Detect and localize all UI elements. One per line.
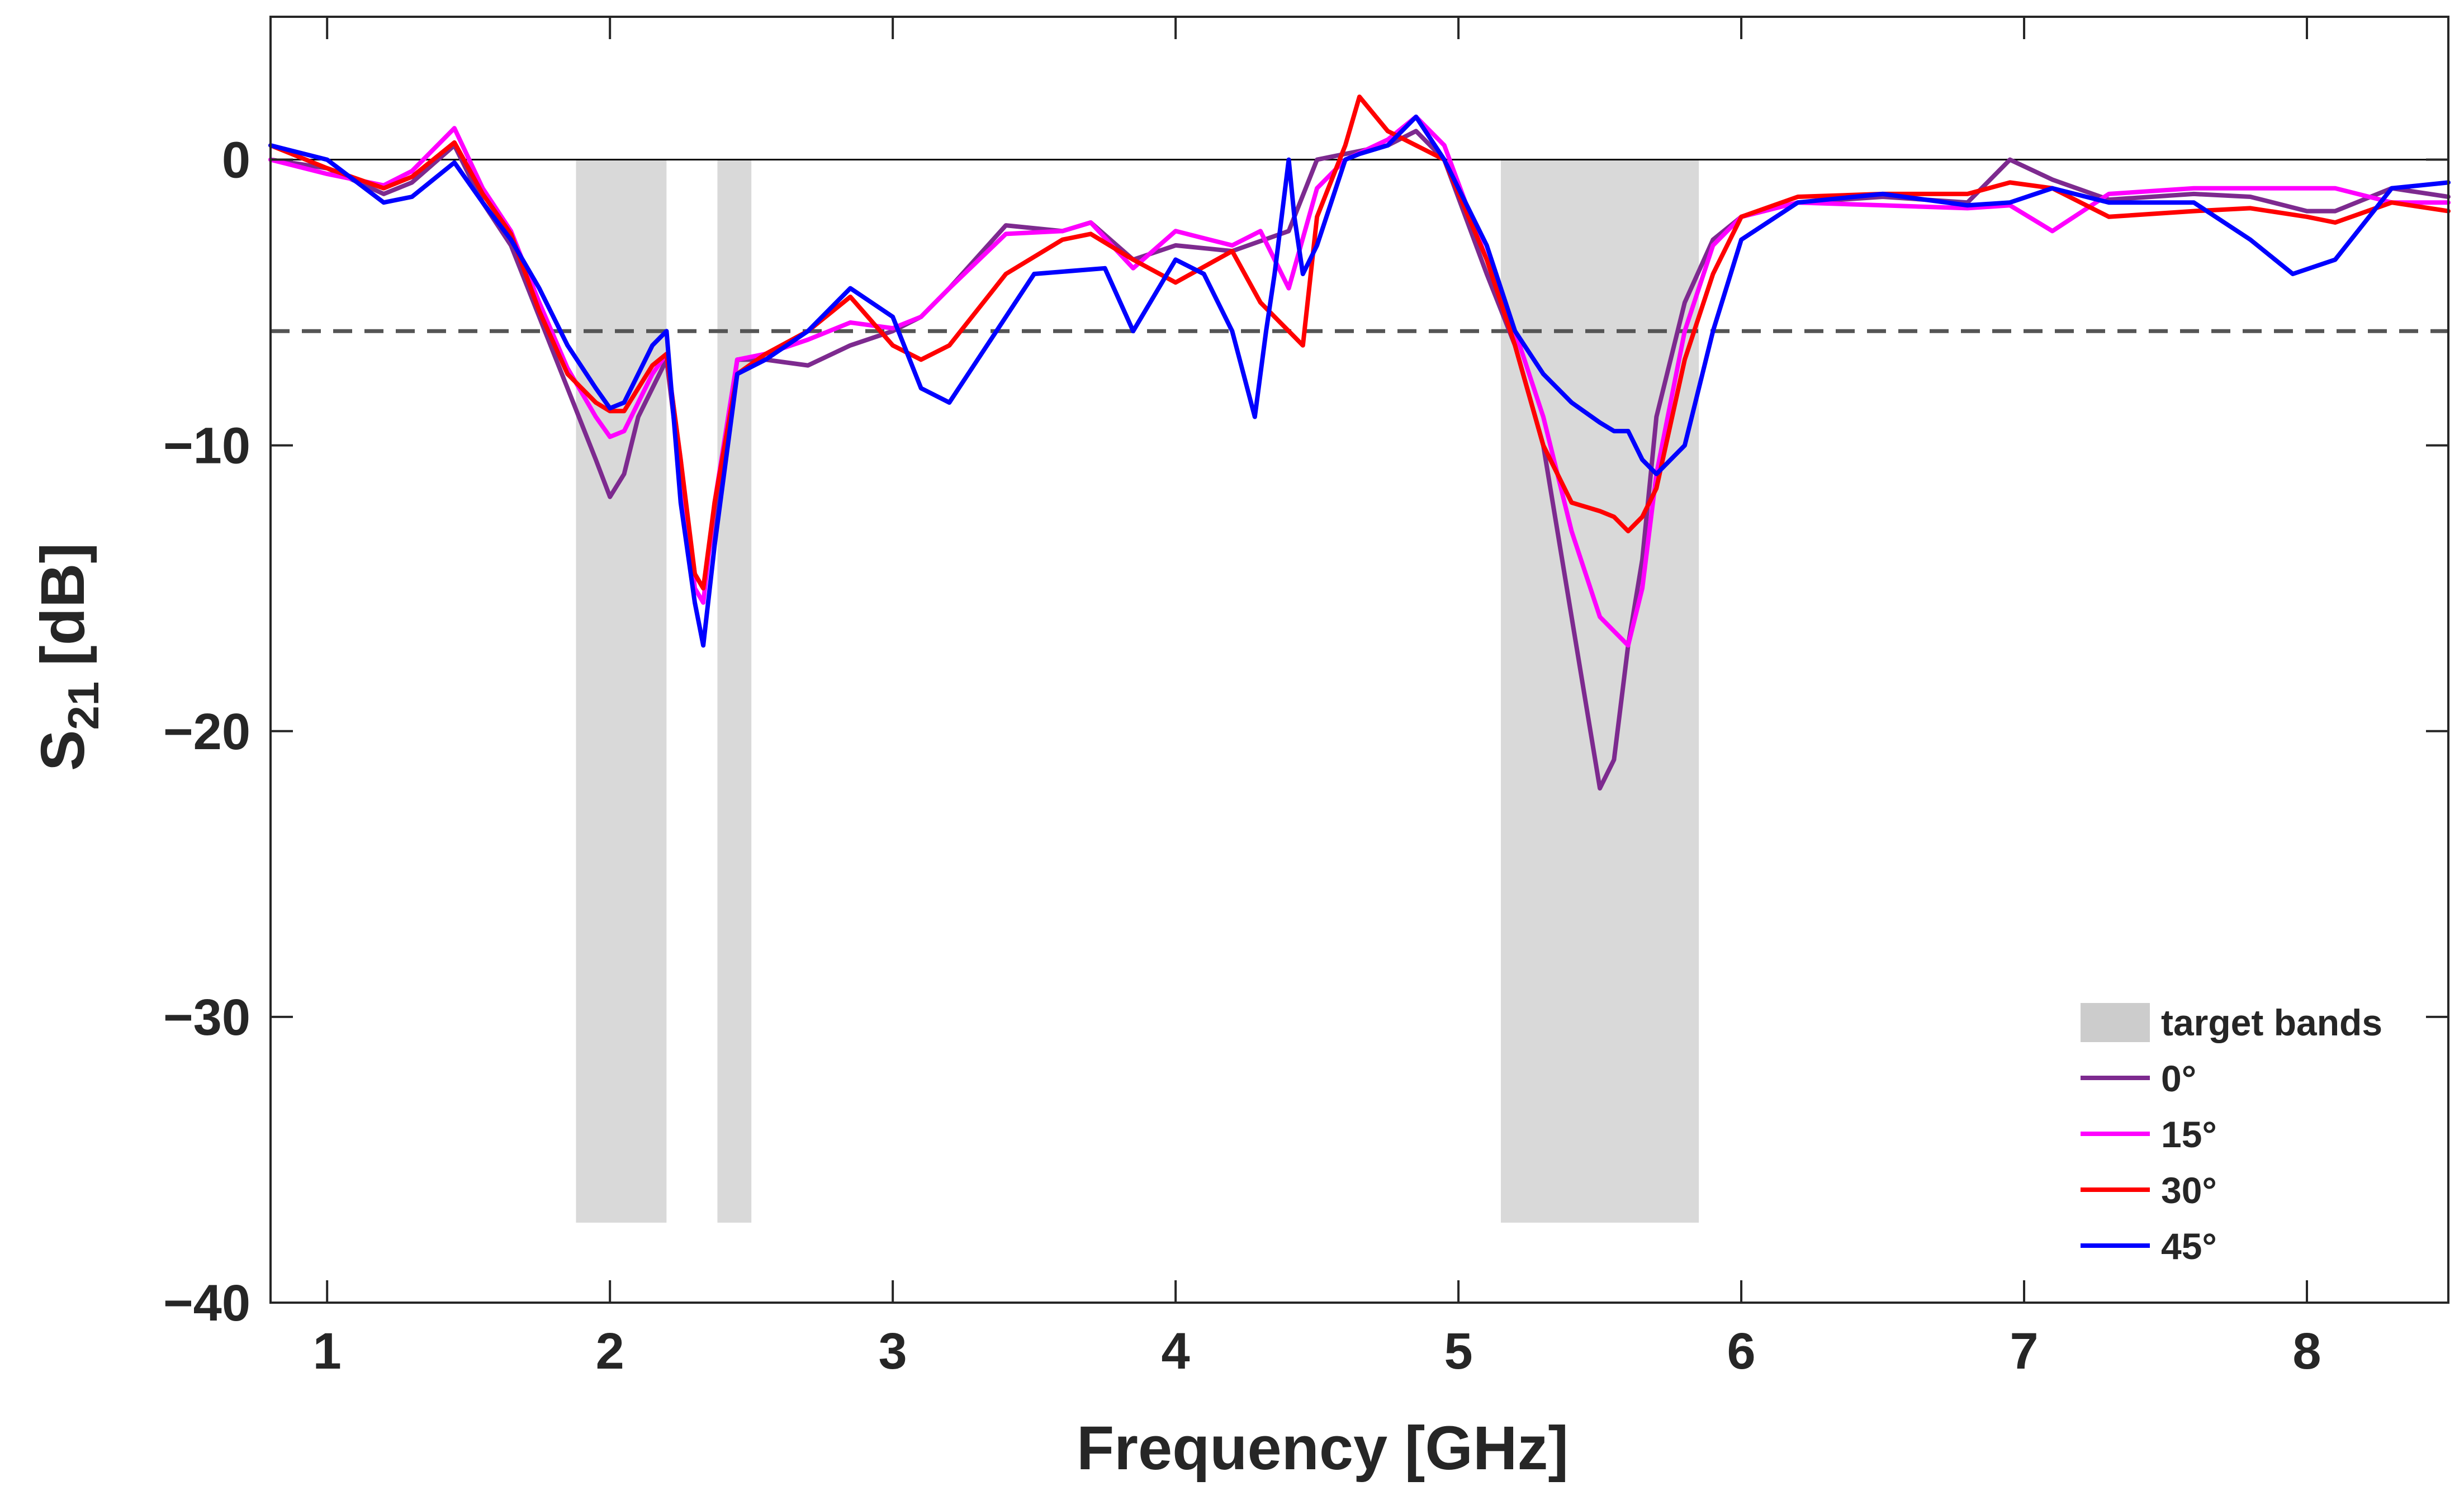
y-tick-label: −30	[163, 989, 250, 1046]
reference-lines-layer	[271, 159, 2448, 333]
series-line-2	[268, 114, 2451, 648]
x-tick-label: 4	[1162, 1323, 1190, 1380]
legend-swatch-target-bands	[2081, 1003, 2150, 1042]
y-axis-label-main: S	[29, 730, 97, 771]
x-axis-label: Frequency [GHz]	[1077, 1414, 1569, 1483]
target-band-3	[1500, 159, 1699, 1223]
target-band-2	[717, 159, 752, 1223]
series-line-4	[268, 114, 2451, 648]
legend-label-series-2: 15°	[2161, 1114, 2217, 1155]
target-bands-layer	[576, 159, 1699, 1223]
x-tick-label: 2	[596, 1323, 624, 1380]
y-tick-label: −10	[163, 418, 250, 475]
ticks-layer: 1 2 3 4 5 6 7 8 −40 −30 −20 −10 0	[163, 17, 2448, 1380]
y-tick-label: −40	[163, 1275, 250, 1332]
plot-area-frame	[269, 16, 2449, 1304]
x-tick-label: 3	[879, 1323, 907, 1380]
legend: target bands 0° 15° 30° 45°	[2081, 1002, 2382, 1267]
y-tick-label: −20	[163, 703, 250, 760]
legend-label-target-bands: target bands	[2161, 1002, 2382, 1043]
legend-label-series-1: 0°	[2161, 1058, 2196, 1099]
series-layer	[268, 94, 2451, 791]
y-axis-label: S21 [dB]	[29, 543, 108, 771]
y-axis-label-subscript: 21	[59, 682, 108, 730]
legend-label-series-4: 45°	[2161, 1225, 2217, 1267]
target-band-1	[576, 159, 667, 1223]
legend-label-series-3: 30°	[2161, 1170, 2217, 1211]
x-tick-label: 6	[1727, 1323, 1755, 1380]
x-tick-label: 5	[1444, 1323, 1473, 1380]
y-tick-label: 0	[222, 132, 250, 189]
x-tick-label: 7	[2010, 1323, 2038, 1380]
x-tick-label: 8	[2292, 1323, 2321, 1380]
x-tick-label: 1	[313, 1323, 342, 1380]
series-line-1	[268, 129, 2451, 791]
series-line-3	[268, 94, 2451, 591]
y-axis-label-unit: [dB]	[29, 543, 97, 666]
